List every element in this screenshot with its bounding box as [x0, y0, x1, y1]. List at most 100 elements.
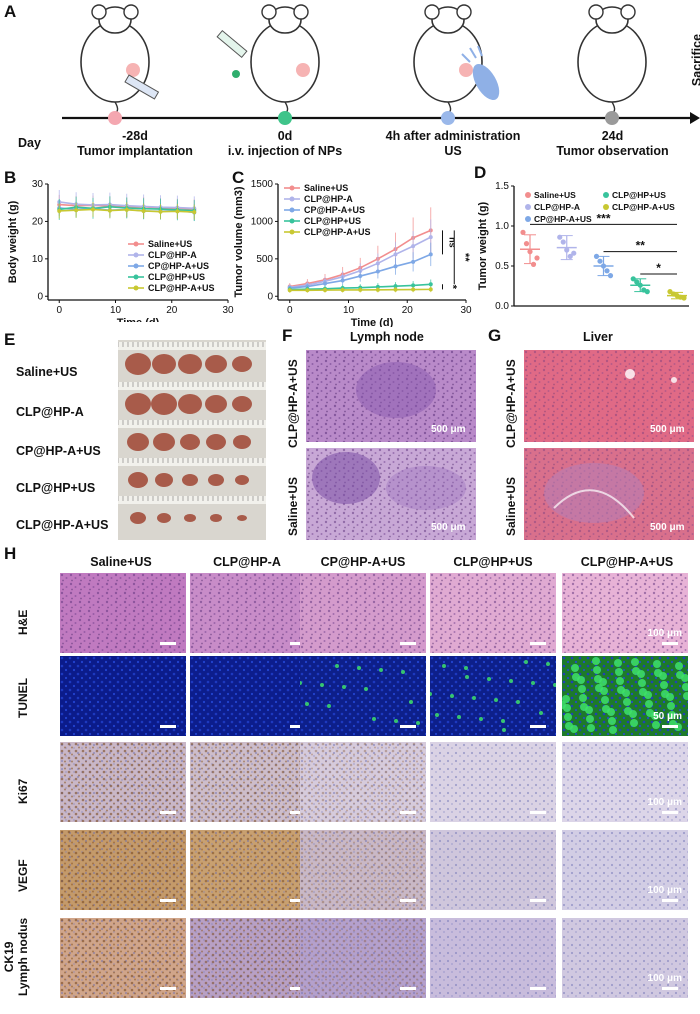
- timeline-marker: [278, 111, 292, 125]
- tunel-positive-cell: [327, 704, 331, 708]
- tunel-positive-cell: [601, 696, 609, 704]
- x-axis-label: Time (d): [351, 317, 394, 327]
- legend-marker: [133, 274, 139, 280]
- event-2-day: 0d: [277, 129, 293, 143]
- tissue-texture: [430, 573, 556, 653]
- histology-row-label-line1: Ki67: [16, 778, 30, 804]
- mouse-head: [268, 6, 302, 34]
- data-point: [375, 284, 380, 289]
- lymph-node-image-top: 500 μm: [306, 350, 476, 442]
- tumor-sample: [235, 475, 249, 485]
- tunel-positive-cell: [305, 702, 309, 706]
- histology-image: [300, 918, 426, 998]
- histology-tissue: [430, 742, 556, 822]
- liver-tissue-top: [524, 350, 694, 442]
- ruler-strip: [118, 420, 266, 428]
- syringe-icon: [216, 29, 248, 78]
- tunel-positive-cell: [563, 704, 571, 712]
- legend-marker: [603, 204, 609, 210]
- significance-double-star: **: [636, 239, 646, 253]
- tissue-texture: [190, 573, 316, 653]
- tumor-sample: [232, 396, 252, 412]
- tissue-texture: [430, 742, 556, 822]
- data-point: [637, 282, 643, 288]
- tissue-texture: [430, 656, 556, 736]
- tumor-sample: [205, 395, 227, 413]
- tunel-positive-cell: [614, 659, 622, 667]
- tunel-positive-cell: [472, 696, 476, 700]
- tumor-sample: [208, 474, 224, 486]
- histology-tissue: [562, 573, 688, 653]
- data-point: [375, 261, 380, 266]
- histology-col-3: CP@HP-A+US: [320, 555, 406, 569]
- data-point: [375, 287, 380, 292]
- scale-bar: [400, 811, 416, 814]
- histology-image: [60, 573, 186, 653]
- x-tick-label: 20: [402, 305, 414, 316]
- histology-col-2: CLP@HP-A: [213, 555, 281, 569]
- data-point: [91, 207, 95, 212]
- data-point: [393, 252, 398, 257]
- data-point: [681, 295, 687, 301]
- tumor-sample: [232, 356, 252, 372]
- tunel-positive-cell: [342, 685, 346, 689]
- tunel-positive-cell: [683, 692, 688, 700]
- ihc-positive-stain: [60, 742, 186, 822]
- tunel-positive-cell: [586, 715, 594, 723]
- tumor-sample: [206, 434, 226, 450]
- data-point: [630, 276, 636, 282]
- panel-g-label: G: [488, 326, 502, 345]
- histology-image: [430, 656, 556, 736]
- tunel-positive-cell: [320, 683, 324, 687]
- timeline-arrowhead: [690, 112, 700, 124]
- data-point: [57, 208, 62, 213]
- legend-label: CLP@HP-A: [304, 194, 353, 204]
- tumor-sample: [210, 514, 222, 522]
- data-point: [557, 234, 563, 240]
- data-point: [411, 283, 416, 288]
- legend-label: CLP@HP-A: [148, 250, 197, 260]
- histology-row-label-line1: CK19: [2, 941, 16, 973]
- mouse-ear: [620, 4, 636, 20]
- tunel-positive-cell: [600, 687, 608, 695]
- event-3-text: US: [444, 144, 462, 158]
- scale-bar: [160, 811, 176, 814]
- data-point: [158, 209, 163, 214]
- x-tick-label: 30: [460, 305, 472, 316]
- legend-label: CLP@HP-A+US: [304, 227, 371, 237]
- scale-bar: [160, 725, 176, 728]
- tunel-positive-cell: [622, 689, 630, 697]
- histology-tissue: [300, 742, 426, 822]
- tumor-spot: [296, 63, 310, 77]
- y-axis-label: Tumor volume (mm3): [233, 186, 245, 297]
- y-tick-label: 10: [32, 254, 44, 265]
- tunel-positive-cell: [593, 666, 601, 674]
- probe-head: [472, 63, 500, 101]
- mouse-body: [250, 21, 320, 103]
- data-point: [323, 281, 327, 286]
- histology-tissue: [60, 656, 186, 736]
- y-axis-label: Tumor weight (g): [477, 201, 489, 290]
- mouse-head: [595, 6, 629, 34]
- ihc-positive-stain: [190, 742, 316, 822]
- histology-image: [430, 573, 556, 653]
- histology-image: 50 μm: [562, 656, 688, 736]
- tumor-sample: [205, 355, 227, 373]
- data-point: [358, 274, 363, 279]
- tumor-sample: [157, 513, 171, 523]
- legend-marker: [289, 207, 295, 213]
- lymph-scale-text-bottom: 500 μm: [431, 522, 466, 533]
- ihc-positive-stain: [300, 742, 426, 822]
- data-point: [141, 208, 146, 213]
- legend-marker: [603, 192, 609, 198]
- mouse-icon: [250, 4, 320, 115]
- scale-bar: [160, 642, 176, 645]
- sacrifice-label: Sacrifice: [690, 33, 700, 87]
- tunel-positive-cell: [608, 717, 616, 725]
- tumor-sample: [155, 473, 173, 487]
- histology-tissue: [190, 573, 316, 653]
- lymph-row-label-2: Saline+US: [286, 476, 300, 536]
- histology-row-label: TUNEL: [16, 678, 30, 718]
- tissue-texture: [60, 573, 186, 653]
